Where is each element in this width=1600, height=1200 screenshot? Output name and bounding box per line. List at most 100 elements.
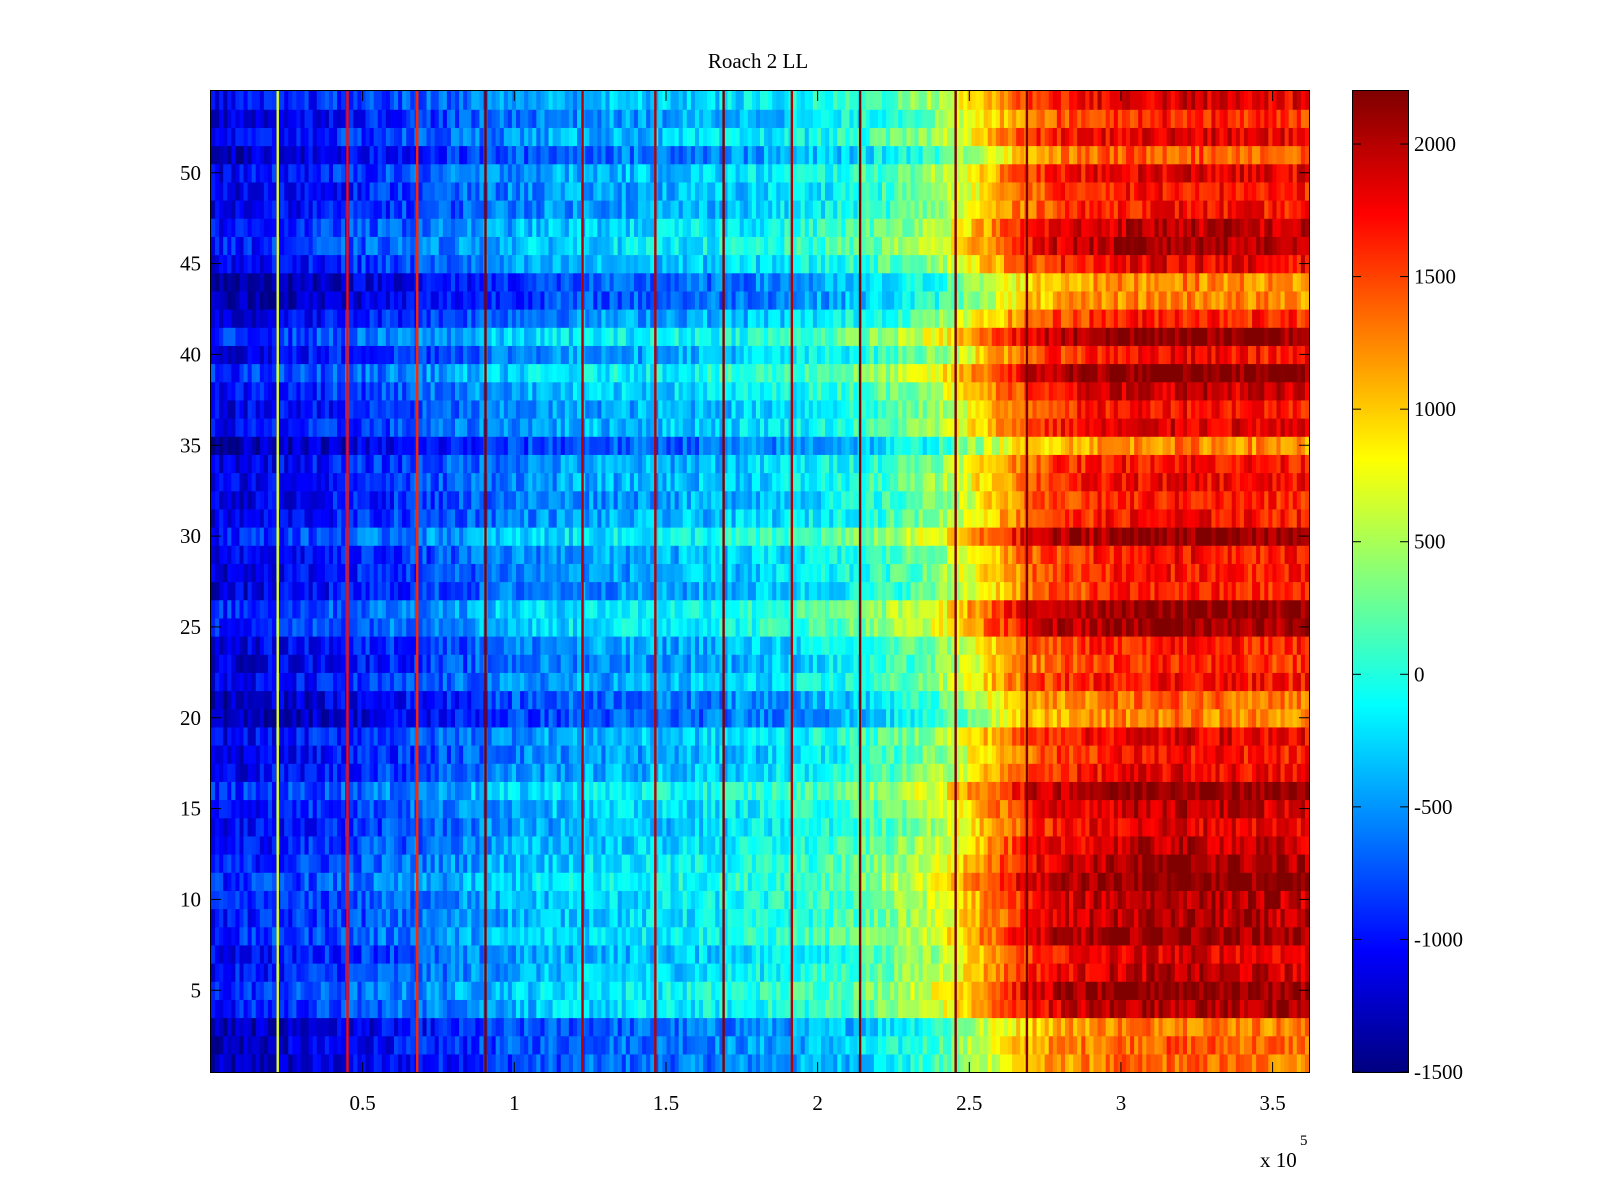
heatmap-cell bbox=[918, 872, 924, 891]
heatmap-cell bbox=[316, 890, 322, 910]
heatmap-cell bbox=[804, 981, 810, 1000]
heatmap-cell bbox=[316, 854, 322, 873]
heatmap-cell bbox=[686, 872, 692, 891]
heatmap-cell bbox=[816, 1017, 822, 1037]
heatmap-cell bbox=[633, 944, 639, 964]
heatmap-cell bbox=[947, 745, 952, 764]
heatmap-cell bbox=[1207, 908, 1212, 928]
heatmap-cell bbox=[463, 999, 468, 1019]
heatmap-cell bbox=[572, 1017, 578, 1037]
heatmap-cell bbox=[487, 781, 493, 801]
heatmap-cell bbox=[1276, 963, 1282, 982]
heatmap-cell bbox=[894, 745, 899, 764]
heatmap-cell bbox=[609, 944, 615, 964]
heatmap-cell bbox=[227, 854, 232, 873]
heatmap-cell bbox=[259, 981, 265, 1000]
heatmap-cell bbox=[658, 1053, 663, 1073]
heatmap-cell bbox=[760, 745, 765, 764]
heatmap-cell bbox=[1020, 926, 1025, 946]
heatmap-cell bbox=[922, 763, 928, 782]
heatmap-cell bbox=[1215, 781, 1221, 801]
heatmap-cell bbox=[215, 817, 220, 837]
heatmap-cell bbox=[495, 763, 501, 782]
heatmap-cell bbox=[755, 799, 761, 819]
heatmap-cell bbox=[365, 726, 371, 746]
heatmap-cell bbox=[755, 835, 761, 855]
heatmap-cell bbox=[979, 908, 985, 928]
heatmap-cell bbox=[906, 817, 912, 837]
heatmap-cell bbox=[418, 926, 424, 946]
heatmap-cell bbox=[804, 835, 810, 855]
heatmap-cell bbox=[918, 1053, 924, 1073]
heatmap-cell bbox=[402, 981, 407, 1000]
heatmap-cell bbox=[1040, 926, 1046, 946]
heatmap-cell bbox=[902, 963, 907, 982]
heatmap-cell bbox=[491, 726, 497, 746]
heatmap-cell bbox=[930, 999, 936, 1019]
heatmap-cell bbox=[528, 745, 533, 764]
heatmap-cell bbox=[471, 726, 476, 746]
heatmap-cell bbox=[816, 781, 822, 801]
heatmap-cell bbox=[1199, 926, 1204, 946]
heatmap-cell bbox=[426, 763, 432, 782]
heatmap-cell bbox=[792, 1035, 798, 1055]
heatmap-cell bbox=[646, 963, 651, 982]
heatmap-cell bbox=[1203, 835, 1208, 855]
heatmap-cell bbox=[272, 999, 277, 1019]
heatmap-cell bbox=[385, 963, 391, 982]
heatmap-cell bbox=[349, 835, 354, 855]
heatmap-cell bbox=[642, 817, 647, 837]
heatmap-cell bbox=[1016, 944, 1021, 964]
heatmap-cell bbox=[544, 817, 550, 837]
heatmap-cell bbox=[943, 763, 948, 782]
heatmap-cell bbox=[780, 872, 785, 891]
heatmap-cell bbox=[308, 781, 314, 801]
heatmap-cell bbox=[1252, 872, 1257, 891]
heatmap-cell bbox=[816, 926, 822, 946]
heatmap-cell bbox=[560, 981, 566, 1000]
heatmap-cell bbox=[1126, 799, 1131, 819]
heatmap-cell bbox=[971, 908, 977, 928]
heatmap-cell bbox=[1150, 890, 1156, 910]
heatmap-cell bbox=[520, 926, 525, 946]
heatmap-cell bbox=[467, 908, 472, 928]
heatmap-cell bbox=[1292, 944, 1298, 964]
heatmap-cell bbox=[906, 854, 912, 873]
heatmap-cell bbox=[674, 981, 680, 1000]
heatmap-cell bbox=[552, 763, 558, 782]
heatmap-cell bbox=[991, 799, 997, 819]
heatmap-cell bbox=[869, 908, 875, 928]
heatmap-cell bbox=[442, 908, 448, 928]
heatmap-cell bbox=[886, 1053, 891, 1073]
heatmap-cell bbox=[1243, 781, 1249, 801]
heatmap-cell bbox=[1134, 854, 1139, 873]
heatmap-cell bbox=[833, 926, 838, 946]
heatmap-cell bbox=[804, 817, 810, 837]
heatmap-cell bbox=[1207, 763, 1212, 782]
heatmap-cell bbox=[568, 1035, 574, 1055]
heatmap-cell bbox=[349, 1017, 354, 1037]
heatmap-cell bbox=[463, 908, 468, 928]
heatmap-cell bbox=[654, 1053, 659, 1073]
heatmap-cell bbox=[1093, 835, 1099, 855]
heatmap-cell bbox=[312, 817, 318, 837]
heatmap-cell bbox=[361, 908, 367, 928]
heatmap-cell bbox=[971, 763, 977, 782]
heatmap-cell bbox=[1134, 944, 1139, 964]
heatmap-cell bbox=[572, 835, 578, 855]
heatmap-cell bbox=[1178, 835, 1184, 855]
heatmap-cell bbox=[430, 781, 436, 801]
heatmap-cell bbox=[776, 763, 781, 782]
heatmap-cell bbox=[235, 1053, 241, 1073]
heatmap-cell bbox=[650, 908, 655, 928]
heatmap-cell bbox=[796, 1053, 802, 1073]
heatmap-cell bbox=[585, 963, 590, 982]
heatmap-cell bbox=[1154, 817, 1160, 837]
heatmap-cell bbox=[776, 890, 781, 910]
heatmap-cell bbox=[727, 963, 733, 982]
heatmap-cell bbox=[353, 1017, 358, 1037]
heatmap-cell bbox=[467, 1053, 472, 1073]
heatmap-cell bbox=[1243, 981, 1249, 1000]
heatmap-cell bbox=[568, 1053, 574, 1073]
heatmap-cell bbox=[1284, 981, 1290, 1000]
